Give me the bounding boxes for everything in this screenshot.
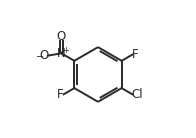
Text: −: − xyxy=(36,52,44,62)
Text: F: F xyxy=(132,48,139,61)
Text: Cl: Cl xyxy=(131,88,143,101)
Text: O: O xyxy=(39,49,49,62)
Text: O: O xyxy=(57,30,66,43)
Text: +: + xyxy=(62,46,69,55)
Text: F: F xyxy=(57,88,64,101)
Text: N: N xyxy=(57,47,66,60)
